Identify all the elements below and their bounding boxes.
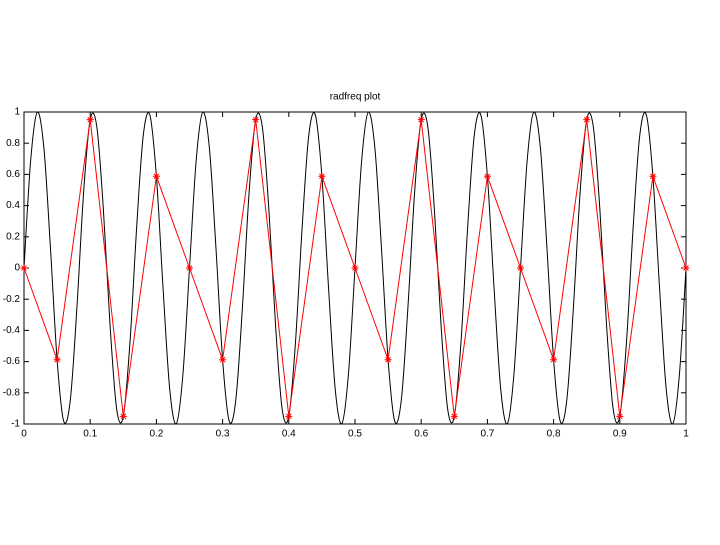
x-tick-label: 0.8: [547, 429, 561, 440]
y-tick-label: 0.8: [6, 138, 20, 149]
marker: [483, 172, 491, 180]
marker: [86, 116, 94, 124]
marker: [318, 172, 326, 180]
marker: [152, 172, 160, 180]
x-tick-label: 0.3: [216, 429, 230, 440]
marker: [682, 264, 690, 272]
marker: [186, 264, 193, 272]
chart-title: radfreq plot: [330, 92, 381, 103]
x-tick-label: 0.5: [348, 429, 362, 440]
x-tick-label: 0: [21, 429, 27, 440]
marker: [119, 412, 127, 420]
marker: [53, 356, 61, 364]
x-tick-label: 1: [683, 429, 689, 440]
y-tick-label: 0.6: [6, 169, 20, 180]
marker: [219, 356, 227, 364]
marker: [583, 116, 591, 124]
marker: [450, 412, 458, 420]
y-tick-label: -1: [11, 419, 20, 430]
x-tick-label: 0.2: [149, 429, 163, 440]
x-tick-label: 0.7: [480, 429, 494, 440]
y-tick-label: 1: [14, 107, 20, 118]
marker: [252, 116, 260, 124]
marker: [417, 116, 425, 124]
y-tick-label: 0: [14, 263, 20, 274]
x-tick-label: 0.9: [613, 429, 627, 440]
marker: [285, 412, 293, 420]
marker: [384, 356, 392, 364]
marker: [351, 264, 359, 272]
marker: [20, 264, 28, 272]
x-tick-label: 0.4: [282, 429, 296, 440]
y-tick-label: 0.2: [6, 231, 20, 242]
y-tick-label: -0.6: [3, 356, 21, 367]
marker: [517, 264, 524, 272]
y-tick-label: -0.4: [3, 325, 21, 336]
marker: [649, 172, 657, 180]
marker: [616, 412, 624, 420]
x-tick-label: 0.1: [83, 429, 97, 440]
marker: [550, 356, 558, 364]
x-tick-label: 0.6: [414, 429, 428, 440]
y-tick-label: -0.2: [3, 294, 21, 305]
y-tick-label: -0.8: [3, 387, 21, 398]
y-tick-label: 0.4: [6, 200, 20, 211]
